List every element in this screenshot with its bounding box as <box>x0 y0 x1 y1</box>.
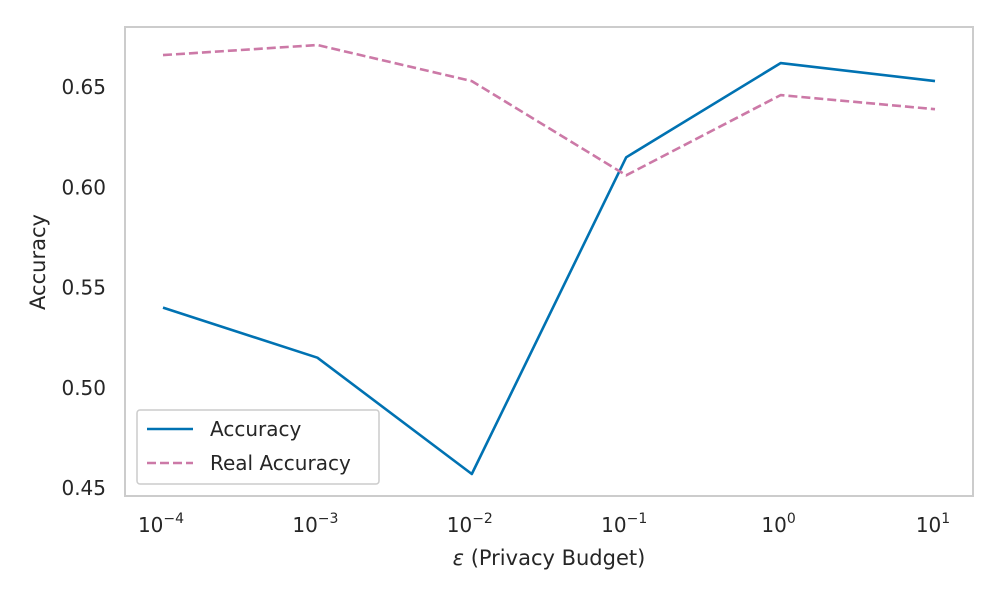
legend: Accuracy Real Accuracy <box>136 409 380 485</box>
x-tick-label: 10−1 <box>601 511 647 537</box>
legend-label-real-accuracy: Real Accuracy <box>210 451 351 475</box>
x-tick-exponent: −1 <box>627 511 648 527</box>
x-tick-exponent: −4 <box>163 511 184 527</box>
y-axis-label: Accuracy <box>26 214 50 310</box>
series-line-accuracy <box>162 61 936 476</box>
y-tick-labels: 0.45 0.50 0.55 0.60 0.65 <box>61 75 106 500</box>
y-tick-label: 0.55 <box>61 276 106 300</box>
x-tick-base: 10 <box>447 513 472 537</box>
x-tick-exponent: 0 <box>787 511 796 527</box>
x-tick-label: 10−3 <box>292 511 338 537</box>
x-tick-labels: 10−4 10−3 10−2 10−1 100 101 <box>138 511 950 537</box>
x-tick-label: 100 <box>761 511 795 537</box>
x-tick-base: 10 <box>761 513 786 537</box>
x-tick-base: 10 <box>138 513 163 537</box>
y-tick-label: 0.65 <box>61 75 106 99</box>
x-tick-base: 10 <box>916 513 941 537</box>
x-tick-exponent: −3 <box>318 511 339 527</box>
x-axis-label: ε (Privacy Budget) <box>453 546 646 570</box>
y-tick-label: 0.60 <box>61 175 106 199</box>
y-tick-label: 0.45 <box>61 476 106 500</box>
x-axis-label-text: (Privacy Budget) <box>464 546 645 570</box>
legend-box <box>136 409 380 485</box>
x-tick-base: 10 <box>292 513 317 537</box>
x-tick-label: 10−2 <box>447 511 493 537</box>
legend-label-accuracy: Accuracy <box>210 417 301 441</box>
x-tick-exponent: −2 <box>472 511 493 527</box>
series-line-real-accuracy <box>162 43 936 177</box>
y-tick-label: 0.50 <box>61 376 106 400</box>
series-lines <box>162 43 936 476</box>
x-tick-label: 101 <box>916 511 950 537</box>
x-tick-label: 10−4 <box>138 511 184 537</box>
x-tick-base: 10 <box>601 513 626 537</box>
x-axis-label-symbol: ε <box>453 546 464 570</box>
x-tick-exponent: 1 <box>941 511 950 527</box>
